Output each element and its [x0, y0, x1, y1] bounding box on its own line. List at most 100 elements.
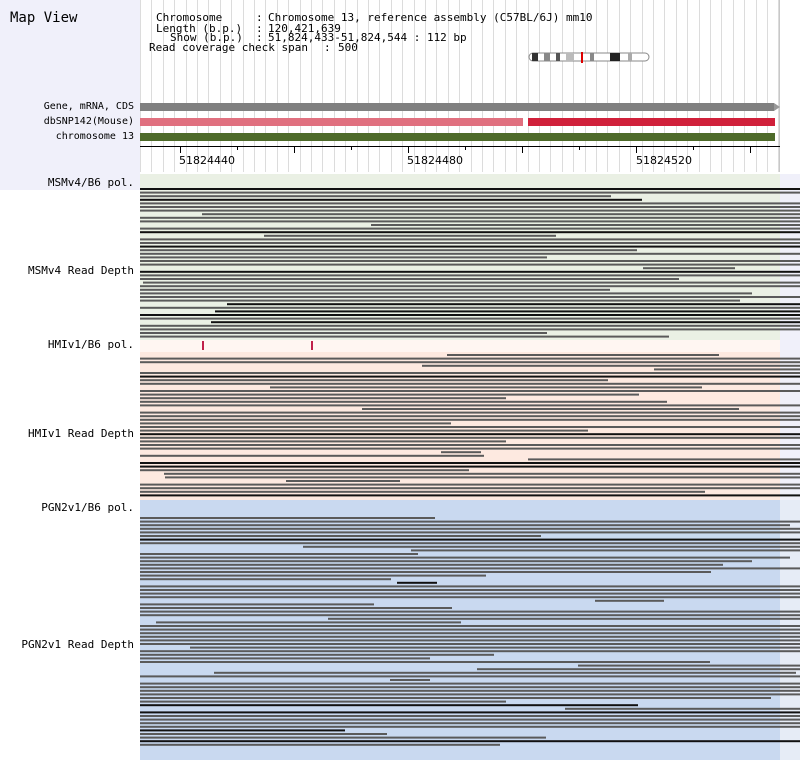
read-bar	[422, 364, 800, 367]
read-bar	[140, 704, 638, 707]
read-bar	[140, 661, 710, 663]
grid-line	[379, 0, 380, 172]
hmi-depth-label: HMIv1 Read Depth	[28, 427, 134, 440]
grid-line	[448, 0, 449, 172]
grid-line	[288, 0, 289, 172]
grid-line	[653, 0, 654, 172]
read-bar	[140, 469, 469, 472]
grid-line	[630, 0, 631, 172]
read-bar	[165, 476, 800, 479]
info-length-value: 120,421,639	[268, 22, 341, 35]
read-bar	[140, 227, 800, 230]
read-bar	[140, 733, 387, 735]
read-bar	[595, 599, 664, 602]
read-bar	[140, 693, 800, 696]
grid-line	[277, 0, 278, 172]
grid-line	[231, 0, 232, 172]
pgn-read-depth-track[interactable]	[140, 515, 800, 760]
read-bar	[140, 653, 494, 656]
chromosome-ideogram[interactable]	[528, 52, 652, 64]
read-bar	[140, 650, 800, 653]
read-bar	[140, 483, 800, 486]
ruler-tick	[750, 146, 751, 153]
grid-line	[220, 0, 221, 172]
grid-line	[163, 0, 164, 172]
read-bar	[140, 517, 435, 519]
read-bar	[390, 679, 430, 681]
grid-line	[505, 0, 506, 172]
read-bar	[143, 281, 800, 284]
read-bar	[140, 689, 800, 692]
grid-line	[721, 0, 722, 172]
grid-line	[414, 0, 415, 172]
dbsnp-track-light[interactable]	[140, 118, 523, 126]
grid-line	[300, 0, 301, 172]
read-bar	[211, 321, 800, 324]
read-bar	[140, 675, 800, 678]
read-bar	[140, 299, 740, 302]
read-bar	[140, 589, 800, 591]
info-show-label: Show (b.p.)	[170, 31, 243, 44]
read-bar	[140, 603, 374, 606]
read-bar	[227, 303, 800, 306]
grid-line	[699, 0, 700, 172]
info-chromosome-sep: :	[256, 11, 263, 24]
read-bar	[447, 354, 719, 356]
dbsnp-track-dark[interactable]	[528, 118, 775, 126]
read-bar	[140, 454, 484, 457]
read-bar	[156, 621, 461, 624]
read-bar	[140, 433, 800, 436]
read-bar	[140, 263, 800, 266]
read-bar	[140, 382, 800, 385]
read-bar	[565, 707, 800, 710]
hmi-read-depth-track[interactable]	[140, 352, 800, 500]
read-bar	[140, 740, 800, 743]
read-bar	[140, 657, 430, 660]
read-bar	[140, 682, 800, 685]
read-bar	[140, 379, 608, 382]
read-bar	[140, 632, 800, 635]
ruler-line	[140, 146, 780, 147]
read-bar	[140, 314, 800, 316]
read-bar	[140, 487, 800, 490]
read-bar	[140, 209, 800, 212]
ruler-tick	[180, 146, 181, 153]
hmi-pol-mark-2	[311, 341, 313, 350]
ruler-tick	[522, 146, 523, 153]
info-show-value: 51,824,433-51,824,544 : 112 bp	[268, 31, 467, 44]
chromosome-track[interactable]	[140, 133, 775, 141]
gene-track[interactable]	[140, 103, 774, 111]
ruler-tick	[294, 146, 295, 153]
grid-line	[607, 0, 608, 172]
grid-line	[676, 0, 677, 172]
grid-line	[585, 0, 586, 172]
read-bar	[140, 736, 546, 739]
read-bar	[140, 725, 800, 728]
read-bar	[140, 535, 541, 537]
read-bar	[140, 296, 800, 298]
read-bar	[140, 422, 451, 425]
grid-line	[778, 0, 779, 172]
read-bar	[140, 256, 547, 259]
read-bar	[202, 213, 800, 216]
grid-line	[482, 0, 483, 172]
sidebar-header-band	[0, 0, 140, 190]
read-bar	[140, 317, 800, 320]
read-bar	[303, 545, 800, 548]
ruler-tick	[465, 146, 466, 150]
read-bar	[140, 231, 800, 234]
grid-line	[186, 0, 187, 172]
grid-line	[528, 0, 529, 172]
map-view-canvas[interactable]: Chromosome : Chromosome 13, reference as…	[140, 0, 800, 760]
msm-read-depth-track[interactable]	[140, 174, 800, 350]
read-bar	[441, 451, 481, 454]
read-bar	[140, 249, 637, 252]
read-bar	[190, 646, 800, 649]
read-bar	[140, 527, 800, 530]
info-chromosome-value: Chromosome 13, reference assembly (C57BL…	[268, 11, 593, 24]
read-bar	[411, 549, 800, 552]
read-bar	[140, 260, 800, 262]
grid-line	[562, 0, 563, 172]
read-bar	[286, 480, 400, 482]
read-bar	[140, 578, 391, 581]
